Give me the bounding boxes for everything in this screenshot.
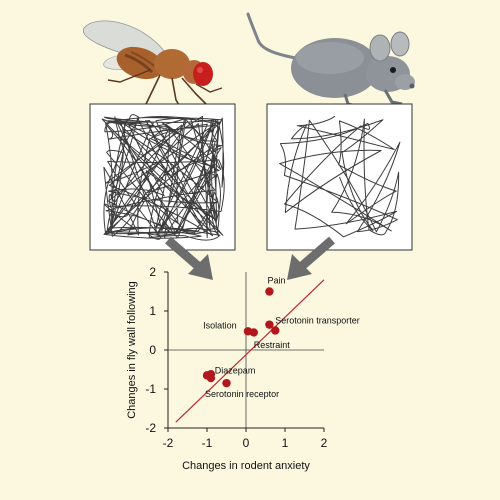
point-annotation: Diazepam — [215, 365, 256, 375]
fly-thorax — [154, 49, 190, 79]
point-annotation: Serotonin transporter — [275, 315, 360, 325]
fly-track-panel — [89, 103, 236, 251]
x-tick-label: -2 — [163, 436, 174, 450]
mouse-tail — [246, 12, 307, 62]
mouse-ear — [390, 31, 410, 57]
fly-eye — [193, 62, 213, 86]
track-path — [101, 114, 225, 241]
mouse-open-field-track — [279, 115, 401, 238]
y-tick-label: -1 — [145, 382, 156, 396]
track-path — [279, 115, 401, 238]
mouse-image — [246, 12, 415, 108]
y-tick-label: 1 — [149, 304, 156, 318]
x-tick-label: 0 — [243, 436, 250, 450]
data-point — [265, 320, 274, 329]
data-point — [249, 328, 258, 337]
y-tick-label: 2 — [149, 265, 156, 279]
data-points — [202, 287, 280, 388]
point-annotation: Restraint — [254, 340, 291, 350]
data-point — [271, 326, 280, 335]
x-tick-label: -1 — [202, 436, 213, 450]
scatter-plot: -2 -1 0 1 2 -2 -1 0 1 2 Pain Serotonin transporte… — [126, 265, 360, 472]
x-tick-label: 1 — [282, 436, 289, 450]
data-point — [265, 287, 274, 296]
y-axis-ticks: -2 -1 0 1 2 — [145, 265, 168, 435]
y-tick-label: 0 — [149, 343, 156, 357]
point-annotation: Serotonin receptor — [205, 389, 279, 399]
x-axis-label: Changes in rodent anxiety — [182, 460, 310, 472]
fly-arrow — [165, 236, 213, 280]
y-axis-label: Changes in fly wall following — [126, 281, 138, 419]
mouse-track-panel — [266, 103, 413, 251]
regression-line — [175, 279, 325, 423]
data-point — [206, 373, 216, 383]
mouse-arrow — [287, 236, 335, 280]
fly-open-field-track — [101, 114, 225, 241]
y-tick-label: -2 — [145, 421, 156, 435]
data-point — [222, 378, 231, 388]
x-tick-label: 2 — [321, 436, 328, 450]
fruit-fly-image — [82, 20, 223, 121]
x-axis-ticks: -2 -1 0 1 2 — [163, 428, 328, 450]
point-annotation: Pain — [267, 276, 285, 286]
point-labels: Pain Serotonin transporter Isolation Restra… — [203, 276, 360, 399]
mouse-eye — [390, 67, 396, 73]
mouse-ear — [369, 34, 391, 62]
point-annotation: Isolation — [203, 321, 237, 331]
